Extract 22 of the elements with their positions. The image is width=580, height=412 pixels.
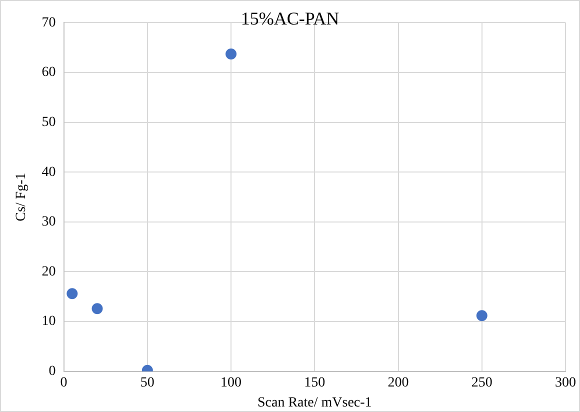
x-axis-title: Scan Rate/ mVsec-1 [258,395,372,410]
y-tick-label: 20 [42,264,56,280]
x-tick-label: 300 [555,375,576,390]
y-tick-label: 10 [42,314,56,330]
x-tick-label: 50 [140,375,154,390]
x-tick-label: 150 [304,375,326,390]
chart-title: 15%AC-PAN [240,8,340,29]
point [476,310,488,322]
x-tick-label: 0 [60,375,68,390]
y-tick-label: 0 [48,364,56,380]
y-tick-label: 60 [42,65,56,80]
y-tick-label: 70 [42,15,56,30]
x-tick-label: 200 [388,375,409,390]
x-tick-label: 100 [220,375,242,390]
point [66,288,78,300]
y-tick-label: 50 [42,114,56,130]
y-tick-label: 40 [42,164,56,180]
y-tick-label: 30 [42,214,56,230]
point [92,303,103,314]
x-tick-label: 250 [471,375,492,390]
point [226,48,237,60]
y-axis-title: Cs/ Fg-1 [14,172,30,222]
